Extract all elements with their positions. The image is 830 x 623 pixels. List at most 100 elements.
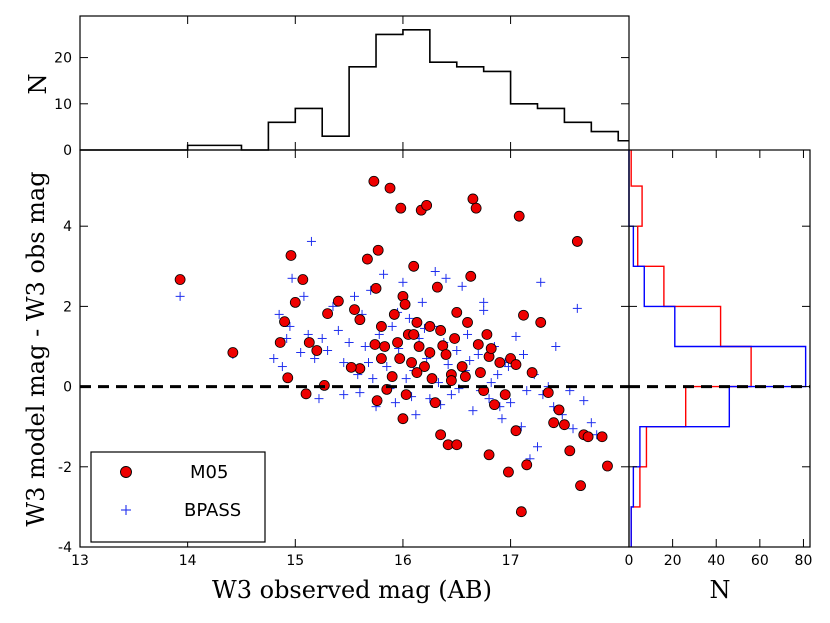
m05-point bbox=[289, 296, 301, 308]
bpass-point bbox=[310, 354, 320, 364]
bpass-point bbox=[417, 297, 427, 307]
m05-point bbox=[397, 413, 409, 425]
bpass-point bbox=[506, 398, 516, 408]
y-axis-label: W3 model mag - W3 obs mag bbox=[22, 171, 50, 526]
m05-point bbox=[571, 236, 583, 247]
bpass-point bbox=[363, 358, 373, 368]
bpass-point bbox=[522, 386, 532, 396]
right-x-tick-label: 60 bbox=[751, 553, 769, 569]
x-tick-label: 15 bbox=[286, 553, 304, 569]
m05-point bbox=[521, 459, 533, 471]
m05-point bbox=[413, 341, 425, 352]
m05-point bbox=[279, 316, 290, 328]
m05-point bbox=[285, 250, 297, 261]
bpass-point bbox=[328, 301, 338, 311]
m05-point bbox=[459, 371, 471, 382]
bpass-point bbox=[350, 291, 359, 301]
top-y-tick-label: 0 bbox=[63, 143, 72, 159]
m05-point bbox=[408, 329, 420, 340]
m05-point bbox=[384, 182, 396, 194]
m05-point bbox=[513, 210, 525, 222]
m05-point bbox=[456, 361, 468, 372]
m05-point bbox=[368, 175, 380, 187]
legend-m05-marker bbox=[120, 466, 132, 478]
m05-point bbox=[602, 460, 613, 472]
m05-point bbox=[494, 357, 506, 368]
m05-point bbox=[349, 304, 360, 316]
bpass-point bbox=[296, 348, 306, 358]
bpass-point bbox=[387, 321, 397, 331]
bpass-point bbox=[374, 329, 384, 339]
bpass-point bbox=[339, 390, 349, 400]
legend-box bbox=[90, 451, 266, 543]
m05-point bbox=[564, 445, 576, 457]
m05-point bbox=[426, 373, 438, 384]
right-x-tick-label: 20 bbox=[664, 553, 682, 569]
m05-point bbox=[548, 417, 560, 429]
scatter-ticks: 13 14 15 16 17 -4 -2 0 2 4 bbox=[58, 150, 629, 569]
m05-point bbox=[440, 349, 452, 360]
top-histogram-y-label: N bbox=[24, 74, 52, 95]
m05-point bbox=[582, 431, 594, 443]
right-histogram-panel: 0 20 40 60 80 N bbox=[625, 149, 812, 604]
m05-point bbox=[379, 341, 391, 352]
m05-point bbox=[451, 307, 463, 318]
bpass-point bbox=[484, 394, 494, 404]
x-tick-label: 14 bbox=[179, 553, 197, 569]
y-tick-label: 2 bbox=[63, 299, 72, 315]
m05-point bbox=[465, 270, 477, 282]
bpass-point bbox=[463, 329, 473, 339]
bpass-point bbox=[519, 350, 529, 360]
bpass-point bbox=[586, 418, 596, 428]
legend-m05-label: M05 bbox=[190, 462, 228, 483]
m05-point bbox=[481, 329, 493, 340]
m05-point bbox=[372, 244, 384, 256]
x-tick-label: 17 bbox=[502, 553, 520, 569]
bpass-point bbox=[479, 297, 489, 307]
m05-point bbox=[376, 321, 387, 332]
bpass-point bbox=[269, 354, 279, 364]
right-histogram-x-label: N bbox=[710, 576, 731, 604]
scatter-points bbox=[174, 175, 613, 518]
legend: M05 BPASS bbox=[90, 451, 266, 543]
m05-point bbox=[419, 361, 430, 372]
m05-point bbox=[475, 367, 486, 378]
m05-point bbox=[535, 317, 547, 328]
bpass-point bbox=[368, 374, 378, 384]
m05-point bbox=[575, 480, 586, 492]
m05-point bbox=[388, 309, 400, 320]
m05-point bbox=[467, 193, 479, 205]
m05-point bbox=[303, 337, 315, 348]
bpass-point bbox=[299, 291, 309, 301]
y-tick-label: 0 bbox=[63, 380, 72, 396]
m05-point bbox=[371, 395, 383, 407]
m05-point bbox=[394, 353, 406, 364]
m05-point bbox=[503, 466, 514, 478]
m05-point bbox=[485, 343, 497, 354]
bpass-point bbox=[411, 410, 421, 420]
bpass-point bbox=[333, 325, 343, 335]
m05-point bbox=[370, 282, 382, 294]
top-histogram-ticks: 0 10 20 bbox=[54, 16, 629, 159]
m05-point bbox=[411, 367, 423, 378]
bpass-point bbox=[493, 370, 503, 380]
bpass-point bbox=[360, 341, 370, 351]
m05-point bbox=[411, 317, 423, 328]
bpass-point bbox=[572, 303, 582, 313]
m05-point bbox=[518, 309, 529, 321]
m05-point bbox=[174, 274, 186, 285]
m05-point bbox=[274, 337, 286, 348]
bpass-point bbox=[306, 236, 316, 246]
top-histogram-frame bbox=[79, 15, 630, 151]
m05-point bbox=[489, 399, 500, 411]
top-histogram-steps bbox=[80, 29, 629, 151]
bpass-point bbox=[274, 309, 284, 319]
bpass-point bbox=[468, 406, 478, 416]
bpass-point bbox=[473, 350, 483, 360]
bpass-point bbox=[355, 388, 365, 398]
bpass-point bbox=[287, 273, 297, 283]
legend-bpass-marker bbox=[121, 505, 131, 515]
bpass-point bbox=[175, 291, 185, 301]
m05-point bbox=[435, 325, 447, 336]
